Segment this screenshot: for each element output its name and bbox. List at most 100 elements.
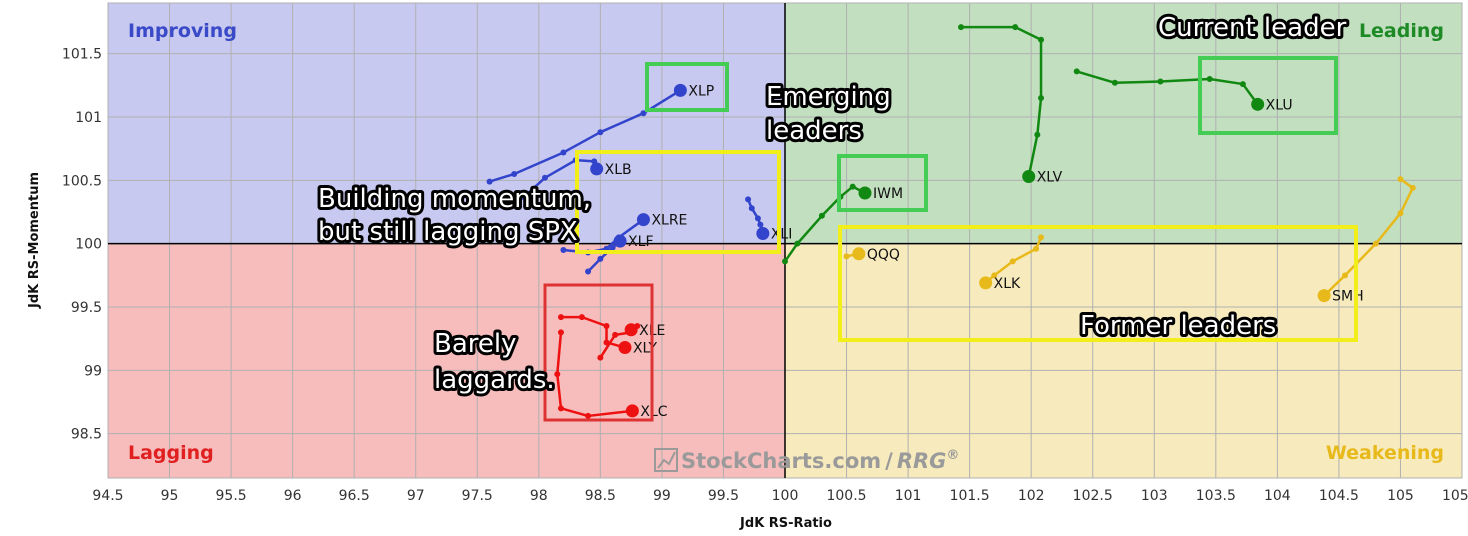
trail-qqq: QQQ [843,247,900,263]
trail-head-point [673,83,687,97]
trail-point [849,183,856,190]
former-leaders-box [838,225,1358,342]
trail-xlu: XLU [1073,68,1293,113]
y-tick-label: 99.5 [71,300,102,316]
trail-point [557,314,564,321]
symbol-label-xlc: XLC [640,404,667,420]
svg-text:StockCharts.com/RRG®: StockCharts.com / RRG® [681,448,959,473]
x-tick-label: 96.5 [339,488,370,504]
x-tick-label: 102.5 [1073,488,1113,504]
trail-point [557,329,564,336]
trail-point [578,314,585,321]
y-tick-label: 100 [75,237,102,253]
symbol-label-xlf: XLF [628,234,653,250]
trail-point [782,258,788,265]
trail-head-point [1022,170,1036,184]
quadrant-lagging [108,243,785,478]
trail-point [754,215,761,222]
trail-point [612,331,619,338]
x-tick-label: 95.5 [216,488,247,504]
trail-point [1038,95,1045,101]
trail-head-point [590,162,604,176]
y-tick-label: 98.5 [71,427,102,443]
x-tick-label: 103 [1141,488,1168,504]
trail-point [597,354,604,361]
symbol-label-iwm: IWM [873,186,903,202]
x-tick-label: 99.5 [708,488,739,504]
trail-head-point [1251,97,1265,111]
iwm-box [837,154,928,212]
trail-point [560,149,567,156]
trail-point [597,255,604,262]
x-axis-title: JdK RS-Ratio [739,516,832,531]
trail-head-point [618,341,632,355]
quadrant-improving [108,3,785,244]
symbol-label-xlv: XLV [1037,170,1063,186]
trail-point [1342,272,1349,279]
trail-point [1009,258,1016,265]
x-tick-label: 95 [161,488,179,504]
y-tick-label: 100.5 [62,173,102,189]
watermark-registered: ® [946,448,959,463]
y-tick-label: 101 [75,110,102,126]
x-tick-label: 99 [653,488,671,504]
annotation-boxes [543,56,1358,422]
xlp-box [645,62,729,112]
quadrant-labels: Improving Leading Lagging Weakening [128,20,1444,464]
symbol-label-xlb: XLB [605,162,632,178]
center-crosshair [108,3,1462,478]
symbol-label-smh: SMH [1332,289,1364,305]
trail-point [1073,68,1080,75]
trail-point [541,174,548,181]
trail-point [557,405,564,412]
trail-xlf: XLF [585,234,654,275]
trail-xlv: XLV [958,24,1063,186]
trail-point [1206,76,1213,82]
trail-point [991,272,998,279]
trail-head-point [1317,289,1331,303]
symbol-label-xlk: XLK [994,276,1021,292]
x-tick-label: 97 [407,488,425,504]
trail-point [745,196,752,203]
trail-point [1111,79,1118,86]
callout-emerging-leaders: Emerging leaders [766,82,891,146]
callout-texts: Current leader Emerging leaders Building … [315,10,1350,398]
stockcharts-logo-icon [654,448,678,472]
trail-point [585,412,592,419]
trail-head-point [625,404,639,418]
trail-point [1409,184,1416,191]
x-tick-label: 105 [1387,488,1414,504]
watermark-brand: StockCharts.com [681,449,881,473]
trail-head-point [858,186,872,200]
x-tick-label: 104.5 [1319,488,1359,504]
x-tick-label: 97.5 [462,488,493,504]
barely-laggards-box [543,283,654,422]
trail-point [1038,36,1045,43]
symbol-label-qqq: QQQ [867,247,900,263]
trail-head-point [979,276,993,290]
building-momentum-box [575,150,781,254]
symbol-label-xlp: XLP [688,83,714,99]
trail-point [1157,78,1164,85]
x-tick-label: 100 [772,488,799,504]
x-tick-label: 102 [1018,488,1045,504]
y-axis-ticks: 98.5 99 99.5 100 100.5 101 101.5 [62,47,102,443]
trail-point [1034,131,1041,138]
x-tick-label: 105.5 [1442,488,1468,504]
trail-point [486,178,493,185]
callout-barely-laggards: Barely laggards. [434,329,555,395]
quadrant-leading [785,3,1462,244]
trail-xlc: XLC [554,329,668,420]
x-tick-label: 98.5 [585,488,616,504]
symbol-label-xli: XLI [771,227,793,243]
trail-xlp: XLP [486,83,714,185]
trail-point [1372,240,1379,247]
trail-line [1075,70,1259,106]
y-tick-label: 99 [84,363,102,379]
trail-point [597,129,604,136]
trail-xlb: XLB [511,157,632,209]
symbol-label-xlre: XLRE [651,213,687,229]
trail-point [603,323,610,329]
trail-xli: XLI [745,196,793,243]
